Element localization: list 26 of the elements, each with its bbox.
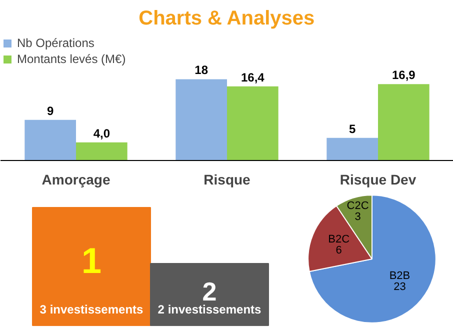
data-label: 9: [46, 104, 54, 118]
data-label: 1: [81, 240, 102, 282]
data-label: 16,9: [392, 68, 416, 82]
bar: [176, 79, 227, 160]
x-tick-label: Risque: [204, 172, 251, 188]
slice-label: B2C: [328, 233, 350, 246]
chart-title: Charts & Analyses: [138, 8, 315, 30]
data-label: 18: [194, 63, 208, 78]
x-tick-label: Risque Dev: [340, 172, 416, 188]
data-label: 16,4: [240, 70, 265, 84]
bar: [326, 138, 378, 160]
x-tick-label: Amorçage: [42, 172, 110, 188]
bar: [24, 120, 76, 160]
bar: [378, 84, 430, 160]
data-label: 4,0: [93, 126, 110, 140]
bar: [76, 142, 128, 160]
slice-label: C2C: [346, 200, 369, 212]
data-label: 23: [394, 280, 406, 293]
slice-label: B2B: [389, 270, 410, 282]
bar: [227, 86, 278, 160]
data-label: 6: [336, 244, 342, 256]
legend-label: Nb Opérations: [17, 36, 94, 50]
data-label: 3: [354, 211, 361, 224]
category-label: 3 investissements: [40, 302, 144, 316]
data-label: 5: [348, 122, 356, 136]
legend-label: Montants levés (M€): [17, 52, 126, 66]
